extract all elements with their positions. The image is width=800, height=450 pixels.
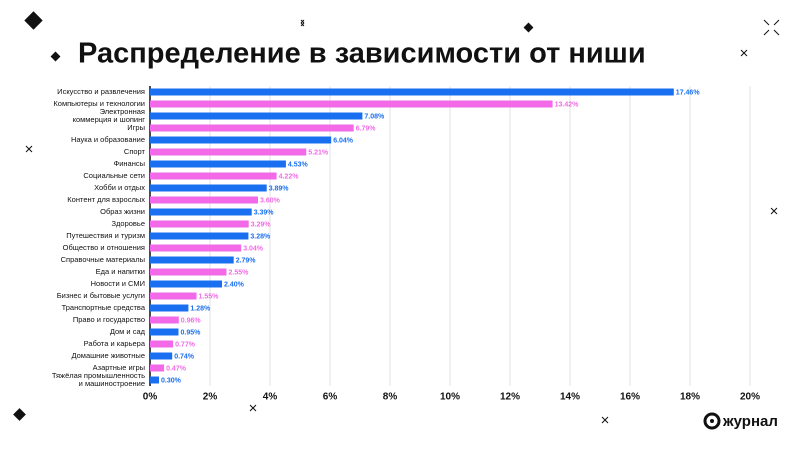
y-tick-label: Азартные игры bbox=[92, 363, 145, 372]
y-tick-label: Социальные сети bbox=[83, 171, 145, 180]
decor-diamond bbox=[523, 22, 534, 33]
x-tick-label: 20% bbox=[740, 392, 760, 403]
value-label: 3.39% bbox=[254, 209, 275, 216]
value-label: 0.77% bbox=[175, 341, 196, 348]
bar bbox=[150, 112, 363, 120]
y-tick-label: Дом и сад bbox=[109, 327, 145, 336]
x-tick-label: 0% bbox=[143, 392, 158, 403]
value-label: 5.21% bbox=[308, 149, 329, 156]
decor-diamond bbox=[13, 408, 26, 421]
y-tick-label: Электронная коммерция и шопинг bbox=[72, 107, 145, 124]
value-label: 4.22% bbox=[279, 173, 300, 180]
x-tick-label: 14% bbox=[560, 392, 580, 403]
y-tick-label: Транспортные средства bbox=[61, 303, 145, 312]
decor-crosses bbox=[25, 19, 780, 424]
bar bbox=[150, 316, 179, 324]
bar bbox=[150, 184, 267, 192]
bar bbox=[150, 136, 332, 144]
x-tick-label: 16% bbox=[620, 392, 640, 403]
x-tick-label: 4% bbox=[263, 392, 278, 403]
value-label: 6.79% bbox=[356, 125, 377, 132]
value-label: 2.55% bbox=[229, 269, 250, 276]
value-label: 3.29% bbox=[251, 221, 272, 228]
y-tick-label: Контент для взрослых bbox=[67, 195, 145, 204]
bar bbox=[150, 172, 277, 180]
bar bbox=[150, 328, 179, 336]
bar bbox=[150, 256, 234, 264]
bar bbox=[150, 304, 189, 312]
value-label: 2.40% bbox=[224, 281, 245, 288]
x-tick-label: 2% bbox=[203, 392, 218, 403]
y-tick-label: Работа и карьера bbox=[83, 339, 145, 348]
x-tick-label: 6% bbox=[323, 392, 338, 403]
value-label: 3.60% bbox=[260, 197, 281, 204]
brand-logo bbox=[703, 412, 721, 430]
bar bbox=[150, 232, 249, 240]
value-label: 3.04% bbox=[243, 245, 264, 252]
y-tick-label: Еда и напитки bbox=[95, 267, 145, 276]
x-tick-label: 8% bbox=[383, 392, 398, 403]
y-tick-label: Игры bbox=[127, 123, 145, 132]
value-label: 0.95% bbox=[181, 329, 202, 336]
value-label: 17.46% bbox=[676, 89, 701, 96]
y-tick-label: Здоровье bbox=[111, 219, 145, 228]
x-tick-label: 18% bbox=[680, 392, 700, 403]
bar bbox=[150, 220, 249, 228]
y-tick-label: Хобби и отдых bbox=[94, 183, 145, 192]
brand-logo-dot bbox=[710, 419, 714, 423]
bar bbox=[150, 292, 197, 300]
bar bbox=[150, 268, 227, 276]
value-label: 3.28% bbox=[250, 233, 271, 240]
y-tick-label: Финансы bbox=[113, 159, 146, 168]
y-tick-label: Наука и образование bbox=[70, 135, 145, 144]
bar bbox=[150, 364, 165, 372]
value-label: 0.30% bbox=[161, 377, 182, 384]
bar bbox=[150, 196, 258, 204]
value-label: 1.55% bbox=[199, 293, 220, 300]
bar bbox=[150, 160, 286, 168]
y-tick-label: Компьютеры и технологии bbox=[53, 99, 145, 108]
value-label: 0.74% bbox=[174, 353, 195, 360]
y-tick-label: Тяжёлая промышленность и машиностроение bbox=[51, 371, 145, 388]
value-label: 2.79% bbox=[236, 257, 257, 264]
value-label: 1.28% bbox=[190, 305, 211, 312]
bar bbox=[150, 208, 252, 216]
y-tick-label: Искусство и развлечения bbox=[57, 87, 145, 96]
bar bbox=[150, 352, 173, 360]
value-label: 7.08% bbox=[364, 113, 385, 120]
y-tick-label: Право и государство bbox=[72, 315, 145, 324]
y-tick-label: Общество и отношения bbox=[62, 243, 145, 252]
bar bbox=[150, 88, 674, 96]
value-label: 4.53% bbox=[288, 161, 309, 168]
bar bbox=[150, 124, 354, 132]
y-tick-label: Бизнес и бытовые услуги bbox=[56, 291, 145, 300]
brand-name: журнал bbox=[722, 413, 778, 430]
value-label: 0.47% bbox=[166, 365, 187, 372]
bar bbox=[150, 376, 159, 384]
x-tick-label: 12% bbox=[500, 392, 520, 403]
bar bbox=[150, 148, 307, 156]
bar bbox=[150, 100, 553, 108]
value-label: 6.04% bbox=[333, 137, 354, 144]
y-tick-label: Справочные материалы bbox=[60, 255, 145, 264]
y-tick-label: Путешествия и туризм bbox=[66, 231, 145, 240]
x-tick-label: 10% bbox=[440, 392, 460, 403]
value-label: 3.89% bbox=[269, 185, 290, 192]
value-label: 13.42% bbox=[555, 101, 580, 108]
chart-title: Распределение в зависимости от ниши bbox=[78, 38, 646, 70]
decor-diamond bbox=[24, 11, 43, 30]
y-tick-label: Новости и СМИ bbox=[90, 279, 145, 288]
y-tick-label: Образ жизни bbox=[100, 207, 145, 216]
value-label: 0.96% bbox=[181, 317, 202, 324]
bar bbox=[150, 280, 222, 288]
y-tick-label: Спорт bbox=[123, 147, 145, 156]
bar bbox=[150, 340, 174, 348]
y-tick-label: Домашние животные bbox=[71, 351, 145, 360]
title-bullet bbox=[50, 51, 61, 62]
bar bbox=[150, 244, 242, 252]
